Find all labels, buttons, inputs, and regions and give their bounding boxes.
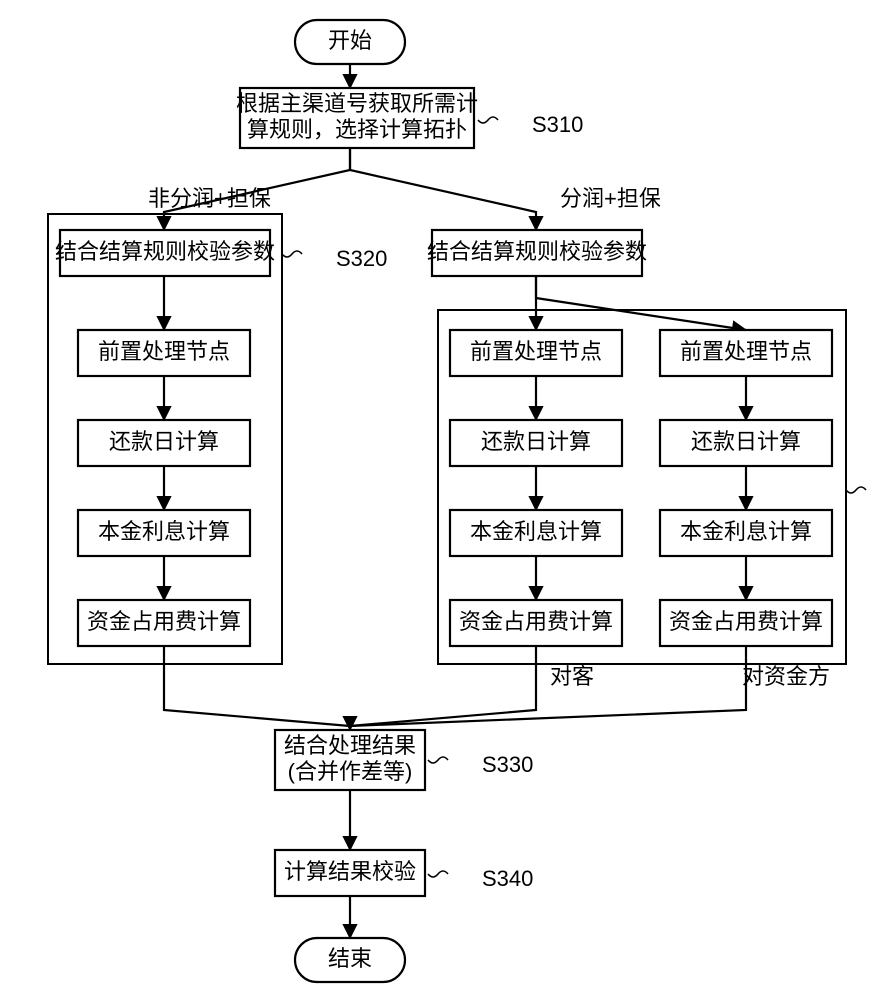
label-branchR: 分润+担保	[560, 186, 661, 211]
box-m2-line0: 还款日计算	[481, 429, 591, 454]
box-r3-line0: 本金利息计算	[680, 519, 812, 544]
label-tick	[428, 871, 448, 877]
start-label: 开始	[328, 28, 372, 53]
label-tick	[282, 251, 302, 257]
box-l2-line0: 还款日计算	[109, 429, 219, 454]
box-s310-line0: 根据主渠道号获取所需计	[236, 91, 478, 116]
connector	[350, 646, 536, 726]
label-custL: 对客	[550, 664, 594, 689]
box-r1-line0: 前置处理节点	[680, 339, 812, 364]
box-l4-line0: 资金占用费计算	[87, 609, 241, 634]
connector	[164, 646, 350, 730]
box-s330-line0: 结合处理结果	[284, 733, 416, 758]
svg-text:S320: S320	[336, 246, 387, 271]
box-r2-line0: 还款日计算	[691, 429, 801, 454]
end-label: 结束	[328, 946, 372, 971]
box-l3-line0: 本金利息计算	[98, 519, 230, 544]
svg-text:S340: S340	[482, 866, 533, 891]
box-r4-line0: 资金占用费计算	[669, 609, 823, 634]
box-rvalid-line0: 结合结算规则校验参数	[427, 239, 647, 264]
box-lvalid-line0: 结合结算规则校验参数	[55, 239, 275, 264]
connector	[350, 646, 746, 726]
box-m1-line0: 前置处理节点	[470, 339, 602, 364]
box-s330-line1: (合并作差等)	[288, 759, 413, 784]
label-branchL: 非分润+担保	[148, 186, 271, 211]
connector	[350, 148, 536, 230]
label-tick	[478, 117, 498, 123]
connector	[536, 276, 746, 330]
box-m4-line0: 资金占用费计算	[459, 609, 613, 634]
svg-text:S330: S330	[482, 752, 533, 777]
label-tick	[428, 757, 448, 763]
label-tick	[846, 487, 866, 493]
box-s310-line1: 算规则，选择计算拓扑	[247, 117, 467, 142]
svg-text:S310: S310	[532, 112, 583, 137]
box-m3-line0: 本金利息计算	[470, 519, 602, 544]
box-s340-line0: 计算结果校验	[284, 859, 416, 884]
label-custR: 对资金方	[742, 664, 830, 689]
box-l1-line0: 前置处理节点	[98, 339, 230, 364]
